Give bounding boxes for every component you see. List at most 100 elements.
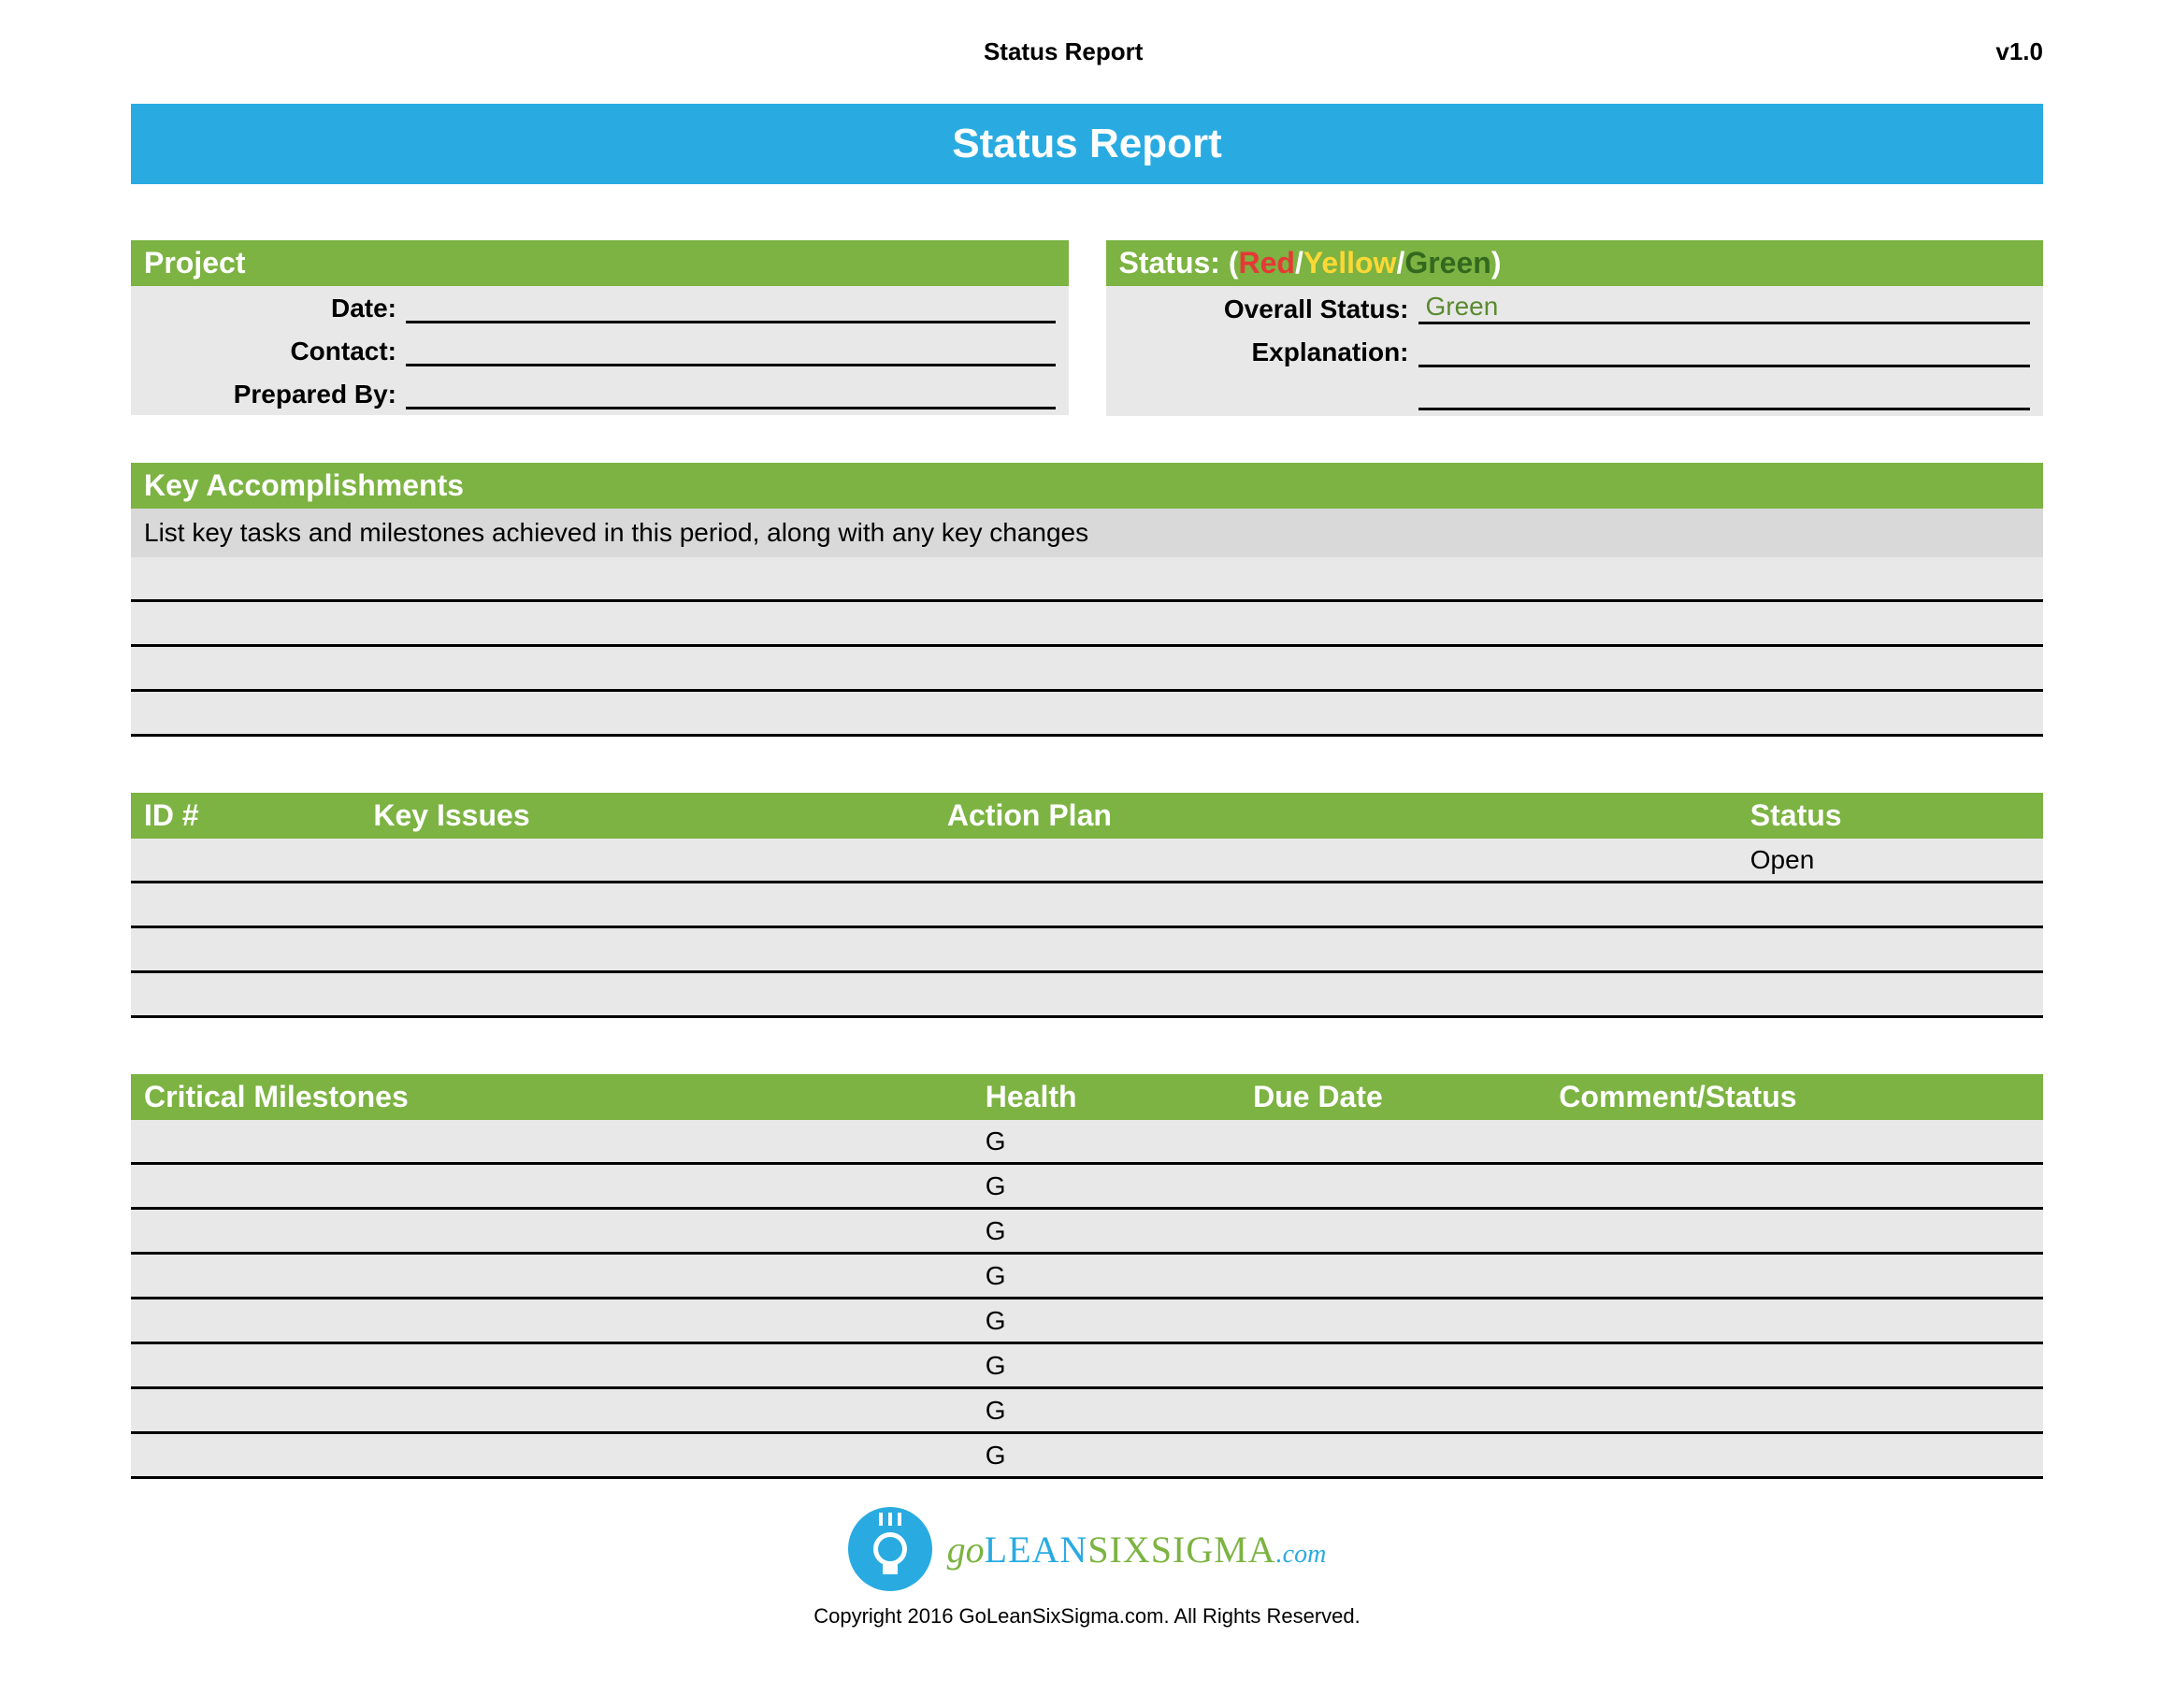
milestone-health: G: [972, 1300, 1240, 1342]
milestone-comment: [1546, 1360, 2043, 1371]
issue-key: [360, 899, 934, 911]
status-green: Green: [1404, 246, 1490, 280]
issue-key: [360, 944, 934, 955]
milestone-row[interactable]: G: [131, 1389, 2043, 1434]
milestone-due: [1240, 1181, 1546, 1192]
milestone-due: [1240, 1136, 1546, 1147]
milestone-health: G: [972, 1256, 1240, 1297]
issue-row[interactable]: [131, 928, 2043, 973]
milestone-row[interactable]: G: [131, 1434, 2043, 1479]
milestone-comment: [1546, 1450, 2043, 1461]
issue-row[interactable]: Open: [131, 839, 2043, 883]
date-label: Date:: [144, 294, 406, 323]
overall-status-label: Overall Status:: [1119, 294, 1418, 324]
milestone-comment: [1546, 1270, 2043, 1282]
milestone-health: G: [972, 1166, 1240, 1207]
col-due-header: Due Date: [1240, 1080, 1546, 1114]
accomplishment-row[interactable]: [131, 602, 2043, 647]
info-row: Project Date: Contact: Prepared By: Stat…: [131, 240, 2043, 416]
date-field: Date:: [131, 286, 1069, 329]
title-banner: Status Report: [131, 104, 2043, 184]
contact-label: Contact:: [144, 337, 406, 366]
status-sep1: /: [1295, 246, 1303, 280]
status-header: Status: (Red/Yellow/Green): [1106, 240, 2044, 286]
milestone-row[interactable]: G: [131, 1165, 2043, 1210]
milestone-comment: [1546, 1315, 2043, 1327]
project-column: Project Date: Contact: Prepared By:: [131, 240, 1069, 416]
issue-status: [1737, 944, 2043, 955]
brand-go: go: [947, 1529, 985, 1571]
milestone-row[interactable]: G: [131, 1120, 2043, 1165]
explanation-value[interactable]: [1418, 337, 2031, 367]
contact-field: Contact:: [131, 329, 1069, 372]
milestone-due: [1240, 1450, 1546, 1461]
issue-id: [131, 989, 360, 1000]
issue-status: Open: [1737, 840, 2043, 881]
milestone-name: [131, 1181, 972, 1192]
brand-text: goLEANSIXSIGMA.com: [947, 1528, 1327, 1572]
date-value[interactable]: [406, 294, 1056, 323]
accomplishments-header: Key Accomplishments: [131, 463, 2043, 509]
milestone-due: [1240, 1226, 1546, 1237]
milestone-row[interactable]: G: [131, 1344, 2043, 1389]
explanation-value-2[interactable]: [1418, 380, 2031, 410]
milestone-health: G: [972, 1390, 1240, 1431]
issue-action: [934, 944, 1737, 955]
status-column: Status: (Red/Yellow/Green) Overall Statu…: [1106, 240, 2044, 416]
overall-status-field: Overall Status: Green: [1106, 286, 2044, 330]
col-status-header: Status: [1737, 798, 2043, 833]
page-header: Status Report v1.0: [56, 37, 2118, 104]
col-id-header: ID #: [131, 798, 360, 833]
brand-lean: LEAN: [985, 1529, 1088, 1571]
issue-id: [131, 899, 360, 911]
contact-value[interactable]: [406, 337, 1056, 366]
brand-six: SIXSIGMA: [1087, 1529, 1275, 1571]
milestone-name: [131, 1450, 972, 1461]
issue-row[interactable]: [131, 973, 2043, 1018]
issue-key: [360, 854, 934, 866]
milestone-due: [1240, 1270, 1546, 1282]
milestone-comment: [1546, 1405, 2043, 1416]
milestone-comment: [1546, 1136, 2043, 1147]
milestone-row[interactable]: G: [131, 1210, 2043, 1255]
status-suffix: ): [1491, 246, 1502, 280]
explanation-field-2: .: [1106, 373, 2044, 416]
issue-status: [1737, 989, 2043, 1000]
milestone-health: G: [972, 1435, 1240, 1476]
brand-logo: goLEANSIXSIGMA.com: [848, 1507, 1327, 1591]
accomplishment-row[interactable]: [131, 557, 2043, 602]
issue-id: [131, 854, 360, 866]
milestone-health: G: [972, 1121, 1240, 1162]
col-health-header: Health: [972, 1080, 1240, 1114]
project-header: Project: [131, 240, 1069, 286]
milestone-health: G: [972, 1211, 1240, 1252]
accomplishment-row[interactable]: [131, 692, 2043, 737]
milestone-header-row: Critical Milestones Health Due Date Comm…: [131, 1074, 2043, 1120]
milestone-name: [131, 1405, 972, 1416]
status-prefix: Status: (: [1119, 246, 1239, 280]
footer: goLEANSIXSIGMA.com Copyright 2016 GoLean…: [131, 1507, 2043, 1629]
page-header-title: Status Report: [131, 37, 1995, 66]
explanation-label: Explanation:: [1119, 337, 1418, 367]
overall-status-value[interactable]: Green: [1418, 292, 2031, 324]
issues-header-row: ID # Key Issues Action Plan Status: [131, 793, 2043, 839]
issue-key: [360, 989, 934, 1000]
issue-row[interactable]: [131, 883, 2043, 928]
col-cm-header: Critical Milestones: [131, 1080, 972, 1114]
accomplishments-description: List key tasks and milestones achieved i…: [131, 509, 2043, 557]
status-sep2: /: [1396, 246, 1404, 280]
accomplishment-row[interactable]: [131, 647, 2043, 692]
col-comment-header: Comment/Status: [1546, 1080, 2043, 1114]
milestone-name: [131, 1136, 972, 1147]
milestone-name: [131, 1226, 972, 1237]
milestone-row[interactable]: G: [131, 1255, 2043, 1299]
milestone-row[interactable]: G: [131, 1299, 2043, 1344]
copyright-text: Copyright 2016 GoLeanSixSigma.com. All R…: [131, 1604, 2043, 1629]
issue-id: [131, 944, 360, 955]
col-key-header: Key Issues: [360, 798, 934, 833]
milestone-due: [1240, 1360, 1546, 1371]
milestone-name: [131, 1315, 972, 1327]
explanation-field: Explanation:: [1106, 330, 2044, 373]
brand-com: .com: [1276, 1540, 1327, 1569]
prepared-value[interactable]: [406, 380, 1056, 409]
